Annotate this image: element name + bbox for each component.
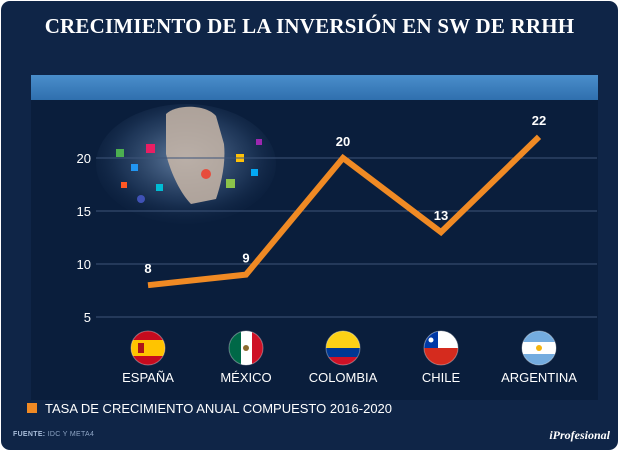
- x-category-label: COLOMBIA: [309, 370, 378, 385]
- data-label: 8: [144, 261, 151, 276]
- flag-rim: [521, 330, 557, 366]
- x-category-label: ESPAÑA: [122, 370, 174, 385]
- series-line: [147, 134, 542, 289]
- y-tick-label: 15: [77, 204, 91, 219]
- y-tick-label: 10: [77, 257, 91, 272]
- mexico-flag-icon: [229, 331, 263, 365]
- y-tick-label: 20: [77, 151, 91, 166]
- flag-rim: [423, 330, 459, 366]
- flag-rim: [325, 330, 361, 366]
- data-label: 9: [242, 251, 249, 266]
- colombia-flag-icon: [326, 331, 360, 365]
- brand-logo: iProfesional: [549, 428, 610, 442]
- legend-label: TASA DE CRECIMIENTO ANUAL COMPUESTO 2016…: [45, 400, 393, 416]
- page-title: CRECIMIENTO DE LA INVERSIÓN EN SW DE RRH…: [44, 14, 575, 38]
- data-label: 20: [336, 134, 350, 149]
- digital-hand-illustration: [96, 104, 276, 224]
- header-bar: [31, 75, 598, 100]
- flag-rim: [130, 330, 166, 366]
- flag-rim: [228, 330, 264, 366]
- x-category-label: ARGENTINA: [501, 370, 577, 385]
- legend-swatch: [27, 403, 37, 413]
- data-label: 22: [532, 113, 546, 128]
- x-category-label: CHILE: [422, 370, 461, 385]
- x-category-label: MÉXICO: [220, 370, 271, 385]
- source-prefix: FUENTE:: [13, 431, 46, 438]
- data-label: 13: [434, 208, 448, 223]
- spain-flag-icon: [131, 331, 165, 365]
- source-note: FUENTE: IDC Y META4: [13, 431, 94, 438]
- legend: TASA DE CRECIMIENTO ANUAL COMPUESTO 2016…: [27, 399, 392, 417]
- source-text: IDC Y META4: [47, 431, 95, 438]
- argentina-flag-icon: [522, 331, 556, 365]
- y-tick-label: 5: [84, 310, 91, 325]
